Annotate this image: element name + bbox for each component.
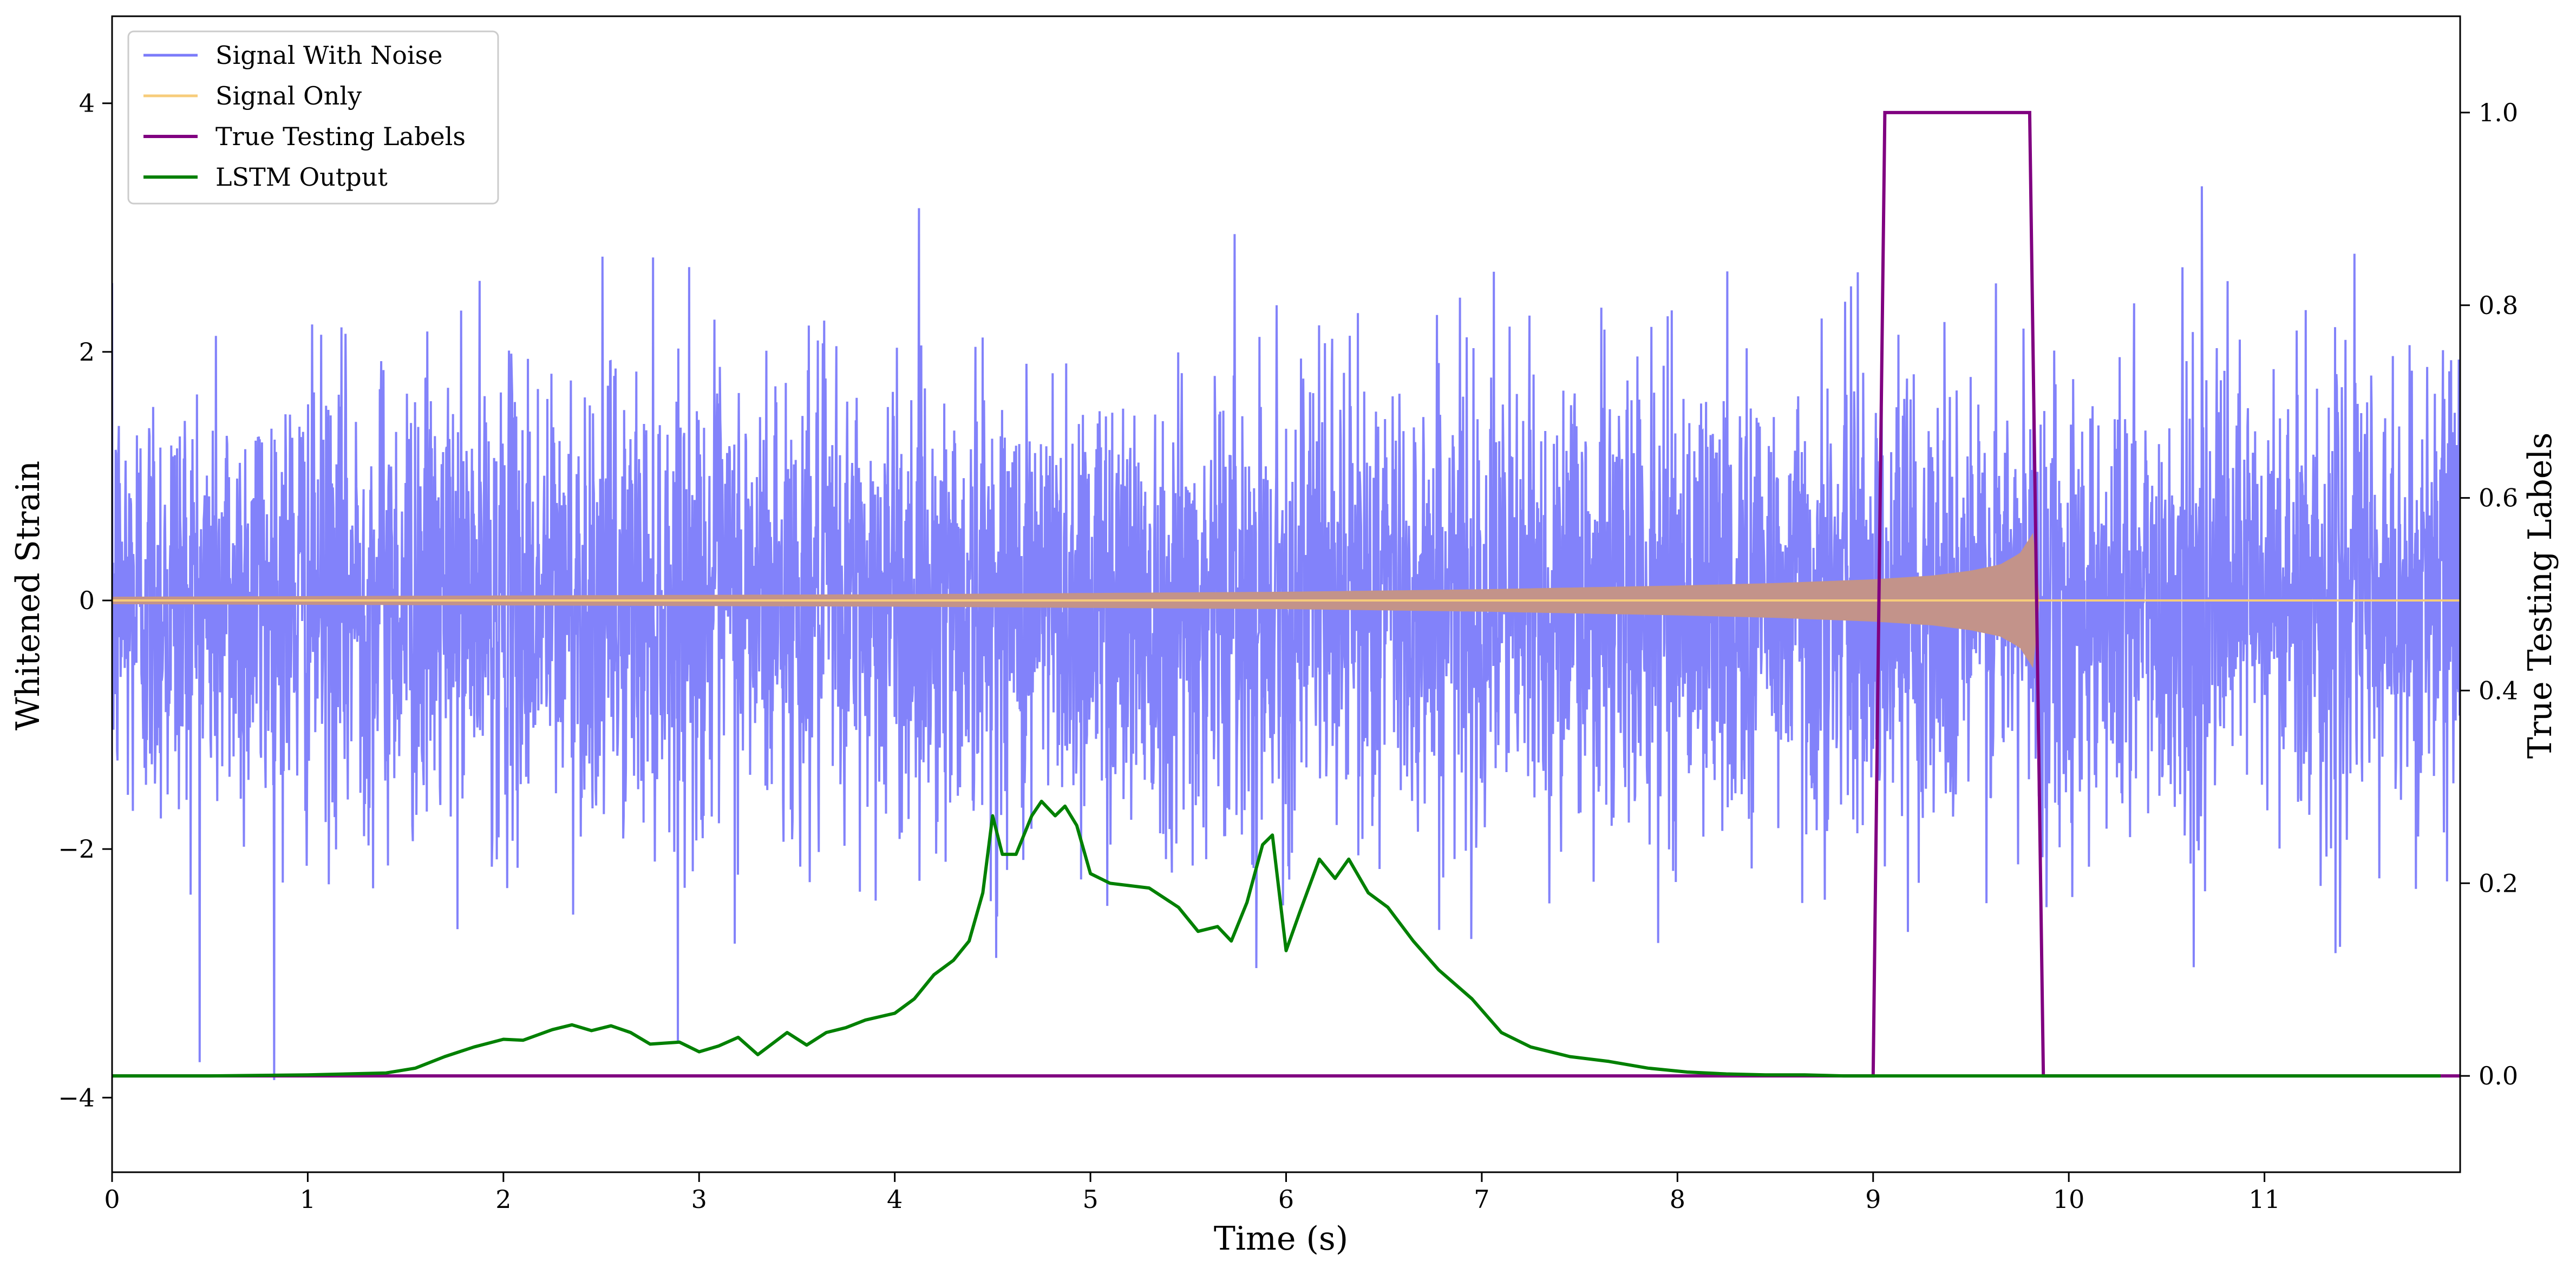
y-axis-right: 0.0 0.2 0.4 0.6 0.8 1.0 — [2460, 98, 2518, 1090]
y2-tick-label: 0.8 — [2479, 291, 2518, 320]
x-tick-label: 2 — [495, 1185, 511, 1214]
y-tick-label: 2 — [79, 337, 95, 367]
x-tick-label: 6 — [1278, 1185, 1294, 1214]
legend-box — [127, 30, 499, 205]
y2-tick-label: 0.0 — [2479, 1061, 2518, 1090]
y2-tick-label: 0.2 — [2479, 868, 2518, 898]
x-tick-label: 10 — [2053, 1185, 2085, 1214]
y-axis-label: Whitened Strain — [9, 461, 47, 730]
plot-area — [112, 110, 2460, 1080]
noise-trace — [112, 186, 2460, 1080]
x-tick-label: 3 — [691, 1185, 707, 1214]
series-signal-only — [112, 533, 2460, 668]
x-tick-label: 1 — [300, 1185, 316, 1214]
x-tick-label: 0 — [104, 1185, 120, 1214]
legend-label-true-testing-labels: True Testing Labels — [215, 122, 466, 151]
x-tick-label: 4 — [887, 1185, 903, 1214]
lstm-line — [112, 800, 2441, 1078]
series-signal-with-noise — [112, 186, 2460, 1080]
y-tick-label: 4 — [79, 89, 95, 118]
legend: Signal With Noise Signal Only True Testi… — [127, 30, 499, 205]
x-tick-label: 9 — [1865, 1185, 1881, 1214]
x-tick-label: 11 — [2248, 1185, 2280, 1214]
x-axis-label: Time (s) — [1214, 1220, 1348, 1258]
x-tick-label: 7 — [1474, 1185, 1489, 1214]
x-tick-label: 8 — [1670, 1185, 1685, 1214]
y2-axis-label: True Testing Labels — [2521, 433, 2559, 759]
legend-label-signal-with-noise: Signal With Noise — [215, 41, 442, 70]
y-tick-label: −2 — [58, 834, 95, 864]
x-axis: 0 1 2 3 4 5 6 7 8 9 10 11 — [104, 1172, 2280, 1214]
y-tick-label: −4 — [58, 1083, 95, 1112]
y2-tick-label: 0.4 — [2479, 676, 2518, 705]
x-tick-label: 5 — [1082, 1185, 1098, 1214]
legend-label-lstm-output: LSTM Output — [215, 162, 388, 192]
legend-label-signal-only: Signal Only — [215, 81, 362, 110]
y-tick-label: 0 — [79, 586, 95, 615]
y-axis-left: −4 −2 0 2 4 — [58, 89, 112, 1112]
y2-tick-label: 1.0 — [2479, 98, 2518, 127]
y2-tick-label: 0.6 — [2479, 484, 2518, 513]
series-lstm-output — [112, 800, 2441, 1078]
